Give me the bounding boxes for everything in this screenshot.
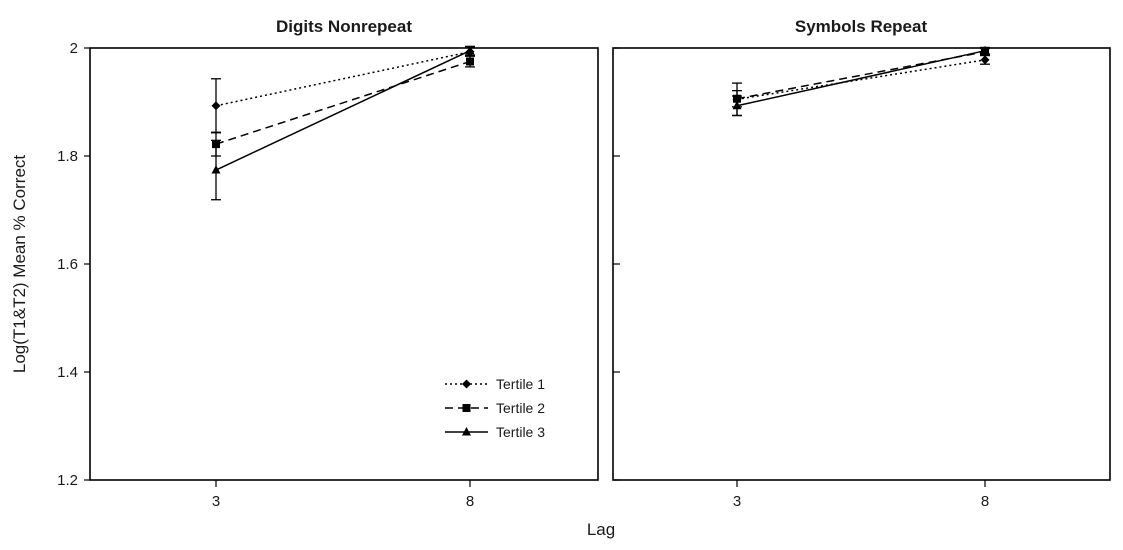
x-tick-label: 8	[981, 493, 989, 510]
x-tick-label: 8	[466, 493, 474, 510]
x-tick-label: 3	[212, 493, 220, 510]
y-tick-label: 1.4	[57, 364, 78, 381]
data-point-panel-2-tertile-3	[732, 100, 742, 110]
y-axis: 1.2 1.4 1.6 1.8 2	[57, 40, 620, 489]
data-point-panel-1-tertile-1	[211, 101, 221, 111]
legend-label-tertile-1: Tertile 1	[496, 376, 545, 392]
y-tick-label: 1.2	[57, 472, 78, 489]
legend-marker-triangle	[462, 427, 471, 436]
panel-2-title: Symbols Repeat	[795, 17, 928, 36]
data-marks	[211, 45, 990, 201]
y-tick-label: 2	[70, 40, 78, 57]
series-line-panel-1-tertile-3	[215, 50, 471, 171]
legend-label-tertile-2: Tertile 2	[496, 400, 545, 416]
y-axis-label: Log(T1&T2) Mean % Correct	[10, 155, 29, 374]
legend-marker-square	[462, 404, 471, 412]
y-tick-label: 1.8	[57, 148, 78, 165]
panel-1-title: Digits Nonrepeat	[276, 17, 412, 36]
data-point-panel-2-tertile-1	[980, 55, 990, 65]
y-tick-label: 1.6	[57, 256, 78, 273]
series-line-panel-1-tertile-2	[215, 60, 471, 145]
series-line-panel-2-tertile-1	[736, 59, 986, 101]
data-point-panel-1-tertile-3	[465, 45, 475, 55]
legend: Tertile 1 Tertile 2 Tertile 3	[445, 376, 545, 440]
legend-marker-diamond	[462, 379, 471, 389]
x-axis: 3 8 3 8	[212, 480, 989, 510]
series-line-panel-2-tertile-3	[736, 49, 986, 107]
legend-label-tertile-3: Tertile 3	[496, 424, 545, 440]
x-tick-label: 3	[733, 493, 741, 510]
data-point-panel-1-tertile-2	[466, 57, 474, 66]
panel-2-frame	[612, 47, 1111, 481]
series-line-panel-1-tertile-1	[215, 51, 471, 107]
data-point-panel-1-tertile-3	[211, 165, 221, 174]
x-axis-label: Lag	[587, 520, 615, 539]
data-point-panel-2-tertile-3	[980, 45, 990, 55]
